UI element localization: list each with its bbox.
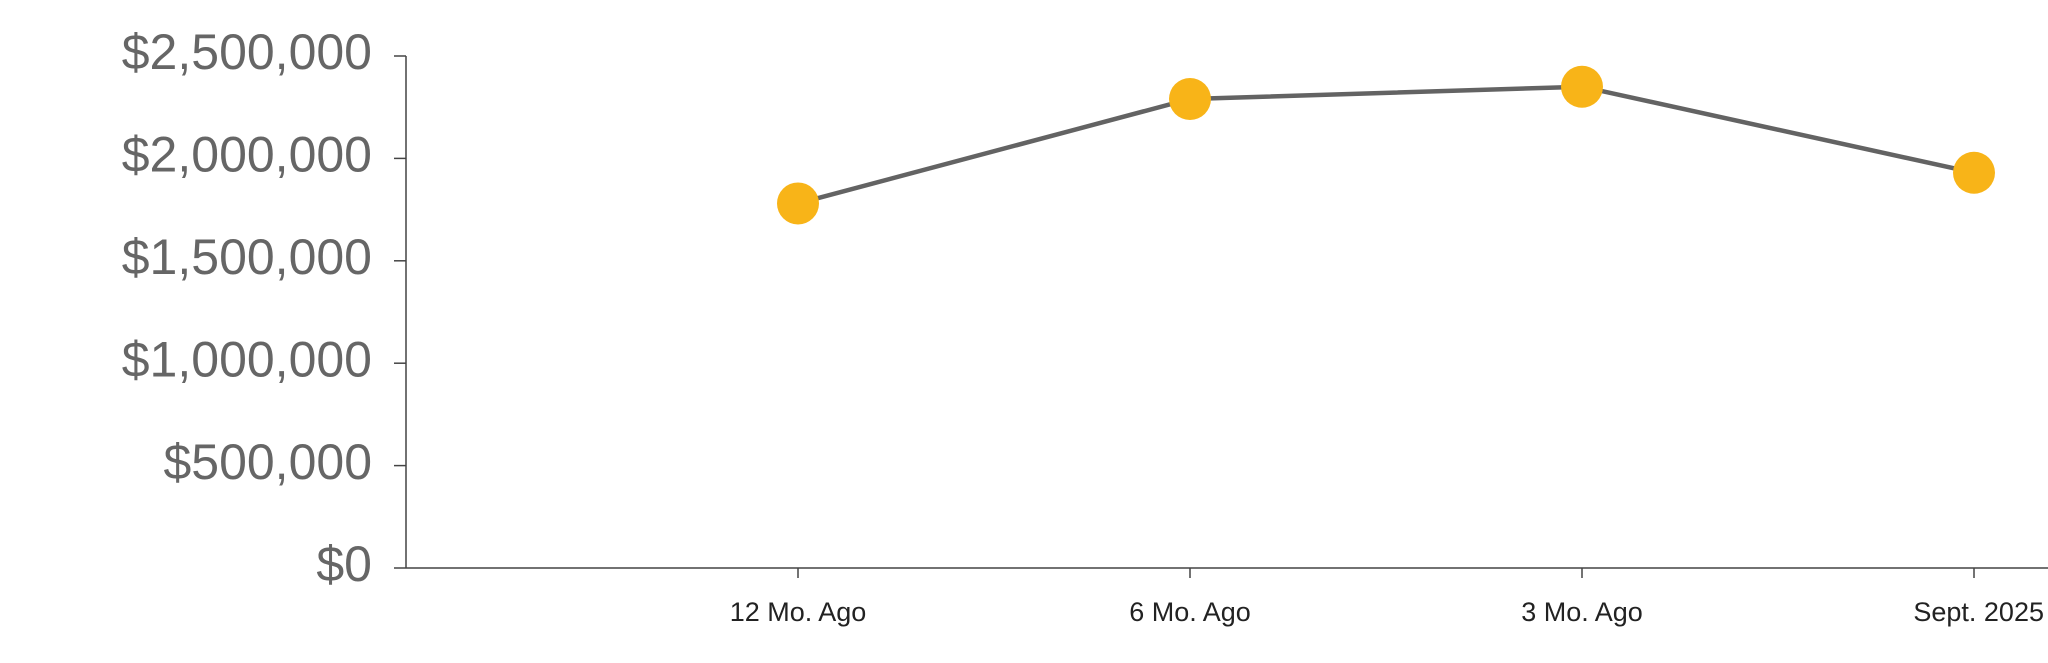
x-tick-label: 12 Mo. Ago (730, 597, 867, 627)
y-tick-label: $2,500,000 (122, 24, 372, 80)
marker (1169, 78, 1211, 121)
line (797, 84, 1975, 206)
marker (1561, 65, 1603, 108)
y-tick-label: $1,500,000 (122, 229, 372, 285)
y-tick-label: $2,000,000 (122, 127, 372, 183)
y-tick-label: $500,000 (163, 434, 372, 490)
y-tick-label: $1,000,000 (122, 331, 372, 387)
x-tick-label: Sept. 2025 (1913, 597, 2044, 627)
x-tick-label: 3 Mo. Ago (1521, 597, 1643, 627)
marker (1953, 151, 1995, 194)
x-tick-label: 6 Mo. Ago (1129, 597, 1251, 627)
marker (777, 182, 819, 225)
y-tick-label: $0 (316, 536, 372, 592)
